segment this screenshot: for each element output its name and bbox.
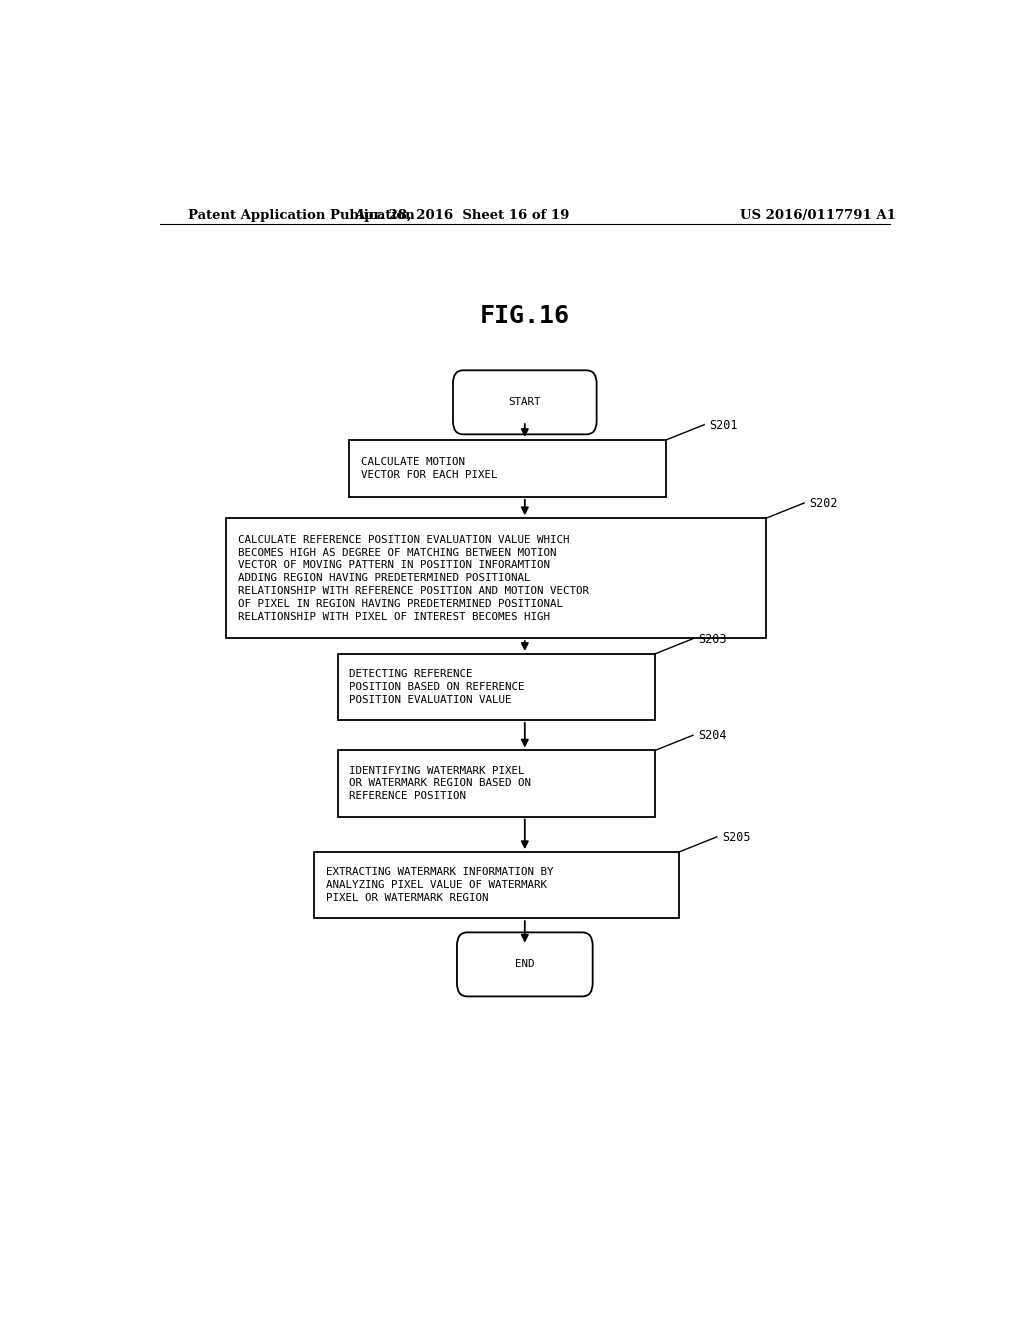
- Bar: [226, 519, 766, 638]
- Text: START: START: [509, 397, 541, 408]
- Text: END: END: [515, 960, 535, 969]
- Text: S204: S204: [698, 730, 727, 742]
- Bar: [348, 440, 666, 496]
- Text: CALCULATE MOTION
VECTOR FOR EACH PIXEL: CALCULATE MOTION VECTOR FOR EACH PIXEL: [360, 457, 497, 479]
- Text: EXTRACTING WATERMARK INFORMATION BY
ANALYZING PIXEL VALUE OF WATERMARK
PIXEL OR : EXTRACTING WATERMARK INFORMATION BY ANAL…: [326, 867, 553, 903]
- Text: US 2016/0117791 A1: US 2016/0117791 A1: [740, 209, 896, 222]
- Text: DETECTING REFERENCE
POSITION BASED ON REFERENCE
POSITION EVALUATION VALUE: DETECTING REFERENCE POSITION BASED ON RE…: [349, 669, 525, 705]
- FancyBboxPatch shape: [453, 371, 597, 434]
- FancyBboxPatch shape: [457, 932, 593, 997]
- Text: S205: S205: [722, 832, 751, 843]
- Bar: [313, 853, 679, 919]
- Bar: [338, 653, 655, 719]
- Text: S201: S201: [710, 418, 738, 432]
- Text: S202: S202: [810, 498, 839, 510]
- Bar: [338, 751, 655, 817]
- Text: FIG.16: FIG.16: [480, 304, 569, 327]
- Text: IDENTIFYING WATERMARK PIXEL
OR WATERMARK REGION BASED ON
REFERENCE POSITION: IDENTIFYING WATERMARK PIXEL OR WATERMARK…: [349, 766, 531, 801]
- Text: S203: S203: [698, 632, 727, 645]
- Text: Patent Application Publication: Patent Application Publication: [187, 209, 415, 222]
- Text: CALCULATE REFERENCE POSITION EVALUATION VALUE WHICH
BECOMES HIGH AS DEGREE OF MA: CALCULATE REFERENCE POSITION EVALUATION …: [239, 535, 589, 622]
- Text: Apr. 28, 2016  Sheet 16 of 19: Apr. 28, 2016 Sheet 16 of 19: [353, 209, 569, 222]
